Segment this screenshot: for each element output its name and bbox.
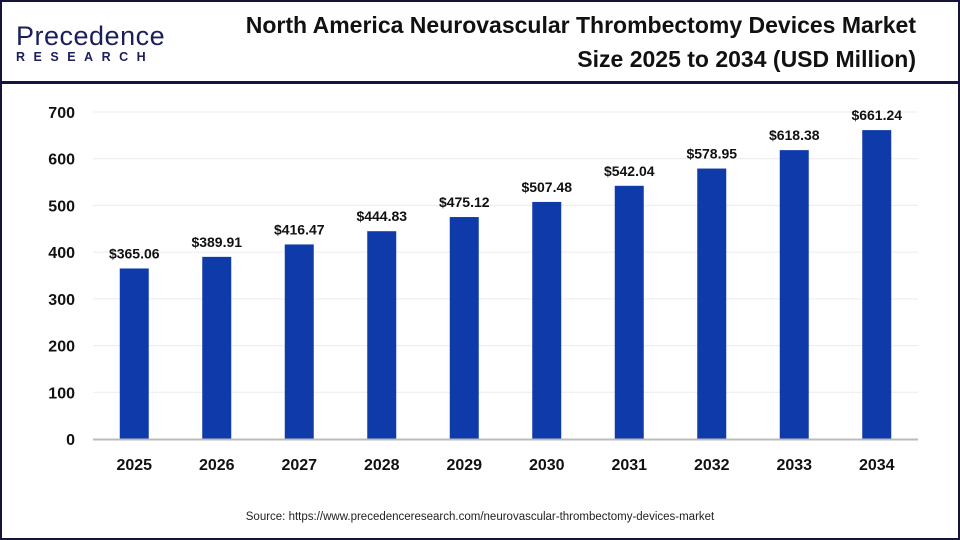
bar-2029 xyxy=(449,217,479,439)
bar-2031 xyxy=(614,185,644,439)
y-tick-label: 600 xyxy=(48,152,75,169)
x-tick-label: 2032 xyxy=(694,457,730,474)
data-label: $542.04 xyxy=(604,163,655,179)
data-label: $661.24 xyxy=(851,107,902,123)
bar-2033 xyxy=(779,150,809,439)
data-label: $578.95 xyxy=(686,146,737,162)
bar-2034 xyxy=(862,130,892,440)
x-tick-label: 2030 xyxy=(529,457,565,474)
data-label: $444.83 xyxy=(356,208,407,224)
data-label: $475.12 xyxy=(439,194,490,210)
data-label: $365.06 xyxy=(109,245,160,261)
bar-2032 xyxy=(697,168,727,439)
bar-2025 xyxy=(119,268,149,439)
x-tick-label: 2029 xyxy=(446,457,482,474)
x-tick-label: 2027 xyxy=(281,457,317,474)
y-tick-label: 300 xyxy=(48,292,75,309)
bar-2028 xyxy=(367,231,397,439)
logo-subtitle: RESEARCH xyxy=(16,50,155,64)
bar-2026 xyxy=(202,256,232,439)
y-tick-label: 200 xyxy=(48,339,75,356)
x-tick-label: 2028 xyxy=(364,457,400,474)
header: Precedence RESEARCH North America Neurov… xyxy=(0,0,960,82)
y-tick-label: 400 xyxy=(48,245,75,262)
logo: Precedence RESEARCH xyxy=(16,22,165,64)
bar-2027 xyxy=(284,244,314,439)
x-tick-label: 2026 xyxy=(199,457,235,474)
y-tick-label: 500 xyxy=(48,198,75,215)
source-note: Source: https://www.precedenceresearch.c… xyxy=(245,511,715,523)
y-tick-label: 0 xyxy=(66,432,75,449)
data-label: $618.38 xyxy=(769,127,820,143)
x-tick-label: 2031 xyxy=(611,457,647,474)
x-tick-label: 2034 xyxy=(859,457,895,474)
y-tick-label: 100 xyxy=(48,385,75,402)
x-tick-label: 2033 xyxy=(776,457,812,474)
logo-wordmark: Precedence xyxy=(16,21,166,51)
chart-title: North America Neurovascular Thrombectomy… xyxy=(245,12,916,72)
y-tick-label: 700 xyxy=(48,105,75,122)
data-label: $507.48 xyxy=(521,179,572,195)
header-divider xyxy=(0,81,960,84)
x-tick-label: 2025 xyxy=(116,457,152,474)
data-label: $416.47 xyxy=(274,221,325,237)
bar-2030 xyxy=(532,201,562,439)
data-label: $389.91 xyxy=(191,234,242,250)
